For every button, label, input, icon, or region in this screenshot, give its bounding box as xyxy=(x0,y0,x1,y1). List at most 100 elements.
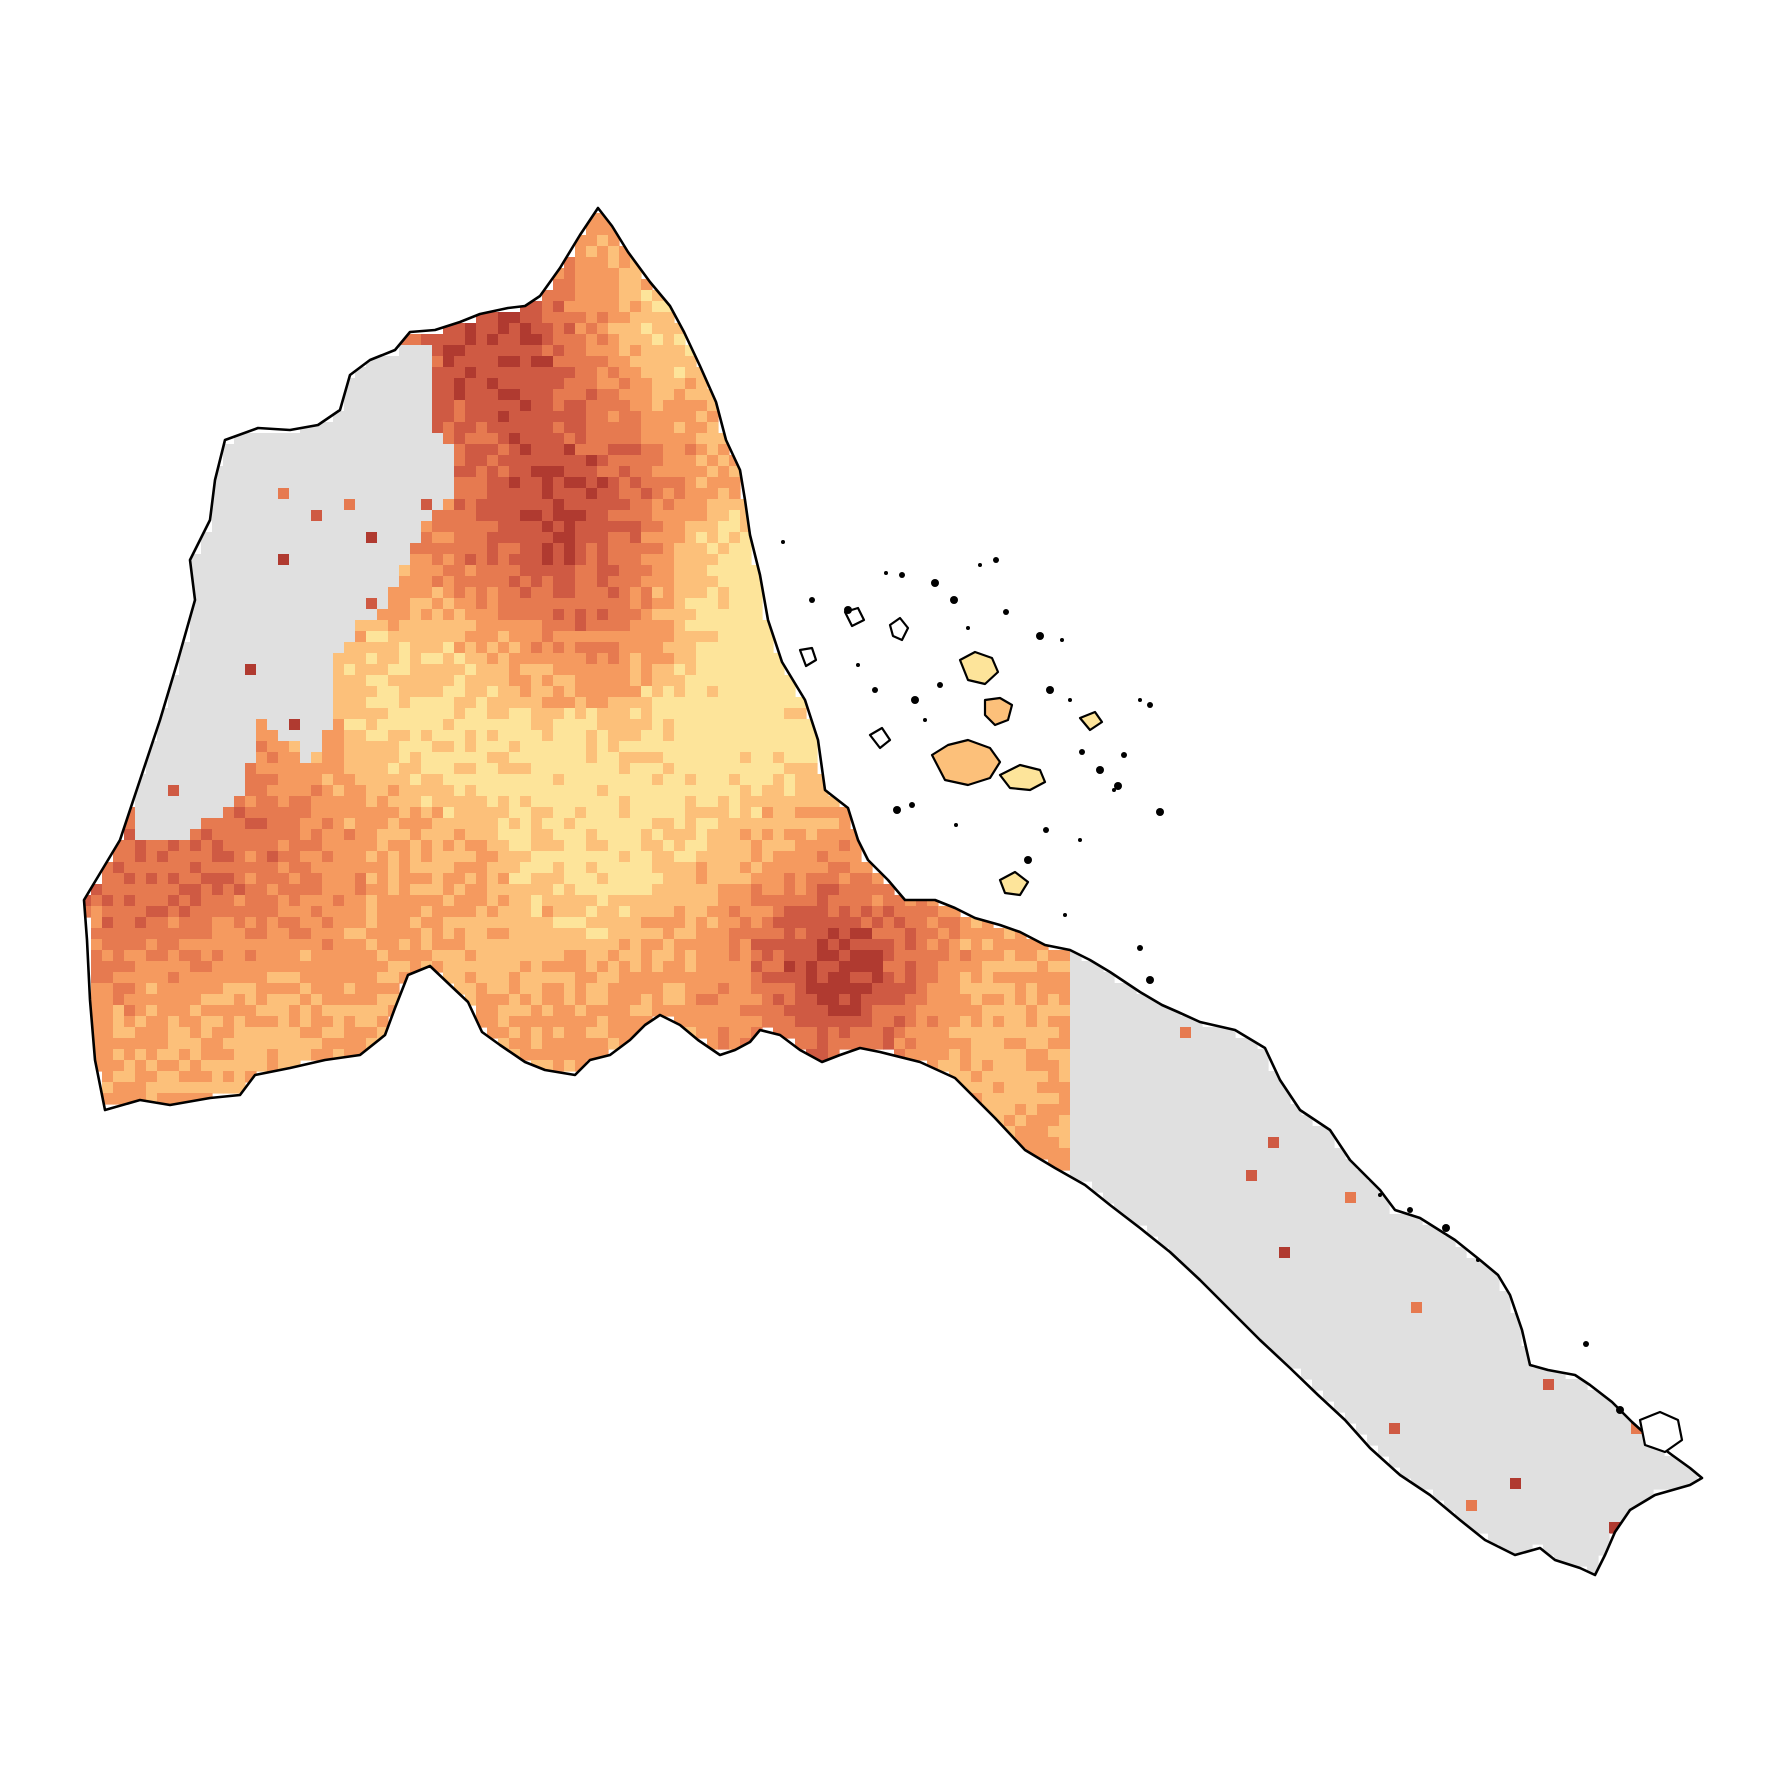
raster-cell xyxy=(564,917,576,929)
raster-cell xyxy=(685,741,697,753)
raster-cell xyxy=(586,554,598,566)
raster-cell xyxy=(113,1016,125,1028)
raster-cell xyxy=(784,1005,796,1017)
raster-cell xyxy=(399,796,411,808)
raster-cell xyxy=(344,653,356,665)
raster-cell xyxy=(421,785,433,797)
raster-cell xyxy=(586,532,598,544)
raster-cell xyxy=(729,631,741,643)
raster-cell xyxy=(564,719,576,731)
raster-cell xyxy=(454,510,466,522)
raster-cell xyxy=(751,752,763,764)
raster-cell xyxy=(300,532,312,544)
raster-cell xyxy=(366,554,378,566)
raster-cell xyxy=(784,1016,796,1028)
raster-cell xyxy=(641,895,653,907)
raster-cell xyxy=(1213,1027,1225,1039)
raster-cell xyxy=(729,719,741,731)
raster-cell xyxy=(641,686,653,698)
raster-cell xyxy=(399,389,411,401)
raster-cell xyxy=(157,972,169,984)
raster-cell xyxy=(1158,1060,1170,1072)
raster-cell xyxy=(707,873,719,885)
raster-cell xyxy=(641,477,653,489)
raster-cell xyxy=(597,862,609,874)
raster-cell xyxy=(564,851,576,863)
raster-cell xyxy=(509,807,521,819)
raster-cell xyxy=(982,1005,994,1017)
raster-cell xyxy=(707,664,719,676)
raster-cell xyxy=(531,466,543,478)
raster-cell xyxy=(1147,1016,1159,1028)
raster-cell xyxy=(542,873,554,885)
raster-cell xyxy=(1499,1291,1511,1303)
raster-cell xyxy=(135,972,147,984)
raster-cell xyxy=(564,422,576,434)
raster-cell xyxy=(685,917,697,929)
raster-cell xyxy=(421,631,433,643)
raster-cell xyxy=(410,708,422,720)
raster-cell xyxy=(663,466,675,478)
raster-cell xyxy=(1279,1093,1291,1105)
raster-cell xyxy=(476,1016,488,1028)
raster-cell xyxy=(630,895,642,907)
raster-cell xyxy=(553,928,565,940)
raster-cell xyxy=(377,741,389,753)
raster-cell xyxy=(806,807,818,819)
raster-cell xyxy=(465,345,477,357)
raster-cell xyxy=(1224,1148,1236,1160)
raster-cell xyxy=(531,884,543,896)
raster-cell xyxy=(542,433,554,445)
raster-cell xyxy=(1235,1313,1247,1325)
raster-cell xyxy=(388,818,400,830)
raster-cell xyxy=(707,774,719,786)
raster-cell xyxy=(212,543,224,555)
raster-cell xyxy=(542,741,554,753)
raster-cell xyxy=(1268,1225,1280,1237)
raster-cell xyxy=(113,1005,125,1017)
raster-cell xyxy=(289,587,301,599)
raster-cell xyxy=(1246,1181,1258,1193)
raster-cell xyxy=(344,906,356,918)
raster-cell xyxy=(663,961,675,973)
raster-cell xyxy=(674,1016,686,1028)
raster-cell xyxy=(564,598,576,610)
raster-cell xyxy=(619,763,631,775)
raster-cell xyxy=(377,510,389,522)
raster-cell xyxy=(344,400,356,412)
raster-cell xyxy=(322,1027,334,1039)
raster-cell xyxy=(1202,1148,1214,1160)
raster-cell xyxy=(432,389,444,401)
raster-cell xyxy=(333,785,345,797)
raster-cell xyxy=(674,598,686,610)
raster-cell xyxy=(872,983,884,995)
raster-cell xyxy=(454,675,466,687)
raster-cell xyxy=(212,477,224,489)
raster-cell xyxy=(1037,1049,1049,1061)
raster-cell xyxy=(1103,1126,1115,1138)
raster-cell xyxy=(795,796,807,808)
raster-cell xyxy=(872,950,884,962)
raster-cell xyxy=(421,873,433,885)
raster-cell xyxy=(454,444,466,456)
raster-cell xyxy=(861,1027,873,1039)
raster-cell xyxy=(993,1082,1005,1094)
raster-cell xyxy=(619,444,631,456)
raster-cell xyxy=(663,323,675,335)
raster-cell xyxy=(575,356,587,368)
raster-cell xyxy=(619,587,631,599)
raster-cell xyxy=(388,367,400,379)
raster-cell xyxy=(641,433,653,445)
raster-cell xyxy=(883,1027,895,1039)
raster-cell xyxy=(1356,1346,1368,1358)
raster-cell xyxy=(476,873,488,885)
raster-cell xyxy=(553,587,565,599)
raster-cell xyxy=(1257,1313,1269,1325)
raster-cell xyxy=(487,686,499,698)
raster-cell xyxy=(410,741,422,753)
raster-cell xyxy=(1268,1247,1280,1259)
raster-cell xyxy=(619,873,631,885)
raster-cell xyxy=(333,477,345,489)
raster-cell xyxy=(498,334,510,346)
